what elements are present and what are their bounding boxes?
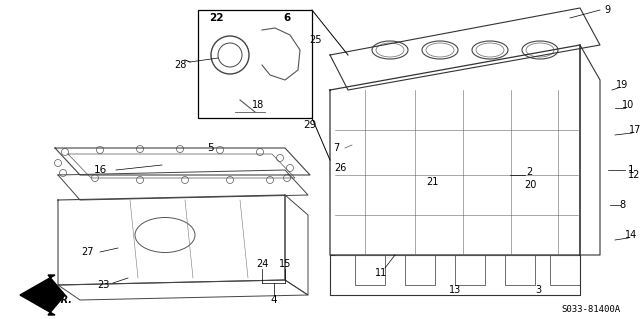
Text: 27: 27: [82, 247, 94, 257]
Text: 26: 26: [334, 163, 346, 173]
Text: 21: 21: [426, 177, 438, 187]
Text: 6: 6: [284, 13, 291, 23]
Text: 12: 12: [628, 170, 640, 180]
Text: 4: 4: [271, 295, 277, 305]
Text: 16: 16: [93, 165, 107, 175]
Bar: [505, 255, 535, 285]
Text: FR.: FR.: [55, 295, 73, 305]
Text: 2: 2: [526, 167, 532, 177]
Text: 3: 3: [535, 285, 541, 295]
Text: 18: 18: [252, 100, 264, 110]
Text: 17: 17: [629, 125, 640, 135]
Text: 13: 13: [449, 285, 461, 295]
Text: 14: 14: [625, 230, 637, 240]
Text: 24: 24: [256, 259, 268, 269]
Text: 25: 25: [310, 35, 323, 45]
Text: 5: 5: [207, 143, 213, 153]
Bar: [355, 255, 385, 285]
Text: 7: 7: [333, 143, 339, 153]
Text: 11: 11: [375, 268, 387, 278]
Polygon shape: [20, 275, 65, 315]
Text: 29: 29: [303, 120, 317, 130]
Text: 8: 8: [619, 200, 625, 210]
Text: 22: 22: [209, 13, 223, 23]
Bar: [405, 255, 435, 285]
Text: 20: 20: [524, 180, 536, 190]
Text: 1: 1: [628, 165, 634, 175]
Bar: [455, 255, 485, 285]
Bar: [550, 255, 580, 285]
Text: 28: 28: [174, 60, 186, 70]
Bar: [198, 10, 312, 118]
Text: 15: 15: [279, 259, 291, 269]
Text: 10: 10: [622, 100, 634, 110]
Text: S033-81400A: S033-81400A: [561, 306, 620, 315]
Text: 19: 19: [616, 80, 628, 90]
Text: 23: 23: [97, 280, 109, 290]
Text: 9: 9: [604, 5, 610, 15]
